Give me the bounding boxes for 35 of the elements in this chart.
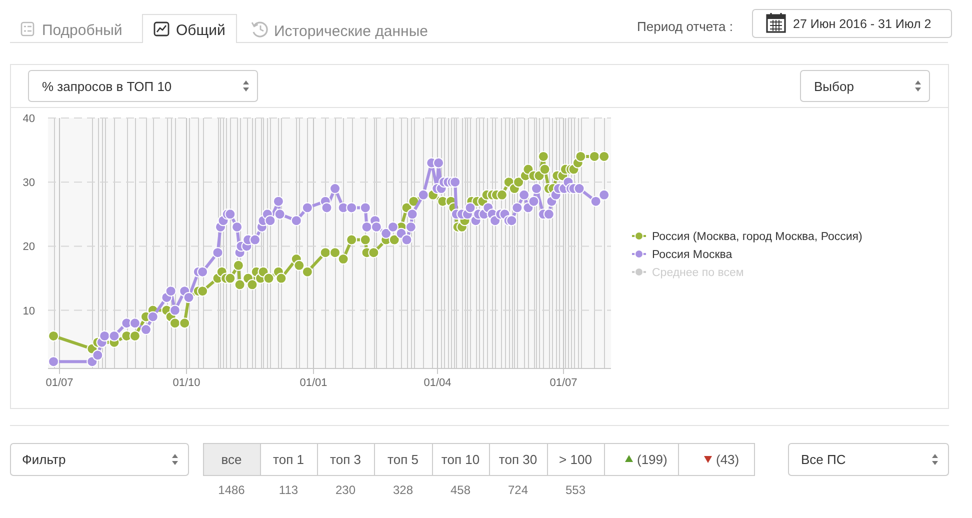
x-tick-label: 01/04 [424, 377, 452, 389]
y-tick-label: 40 [22, 113, 35, 125]
text: Период отчета : [637, 19, 733, 34]
text: все [221, 452, 242, 467]
text: Все ПС [801, 452, 846, 467]
text: топ 3 [330, 452, 361, 467]
text: 458 [450, 483, 471, 497]
text: 27 Июн 2016 - 31 Июл 2 [793, 17, 932, 31]
text: > 100 [559, 452, 592, 467]
legend-label: Россия (Москва, город Москва, Россия) [652, 231, 863, 243]
y-tick-label: 30 [22, 177, 35, 190]
text: топ 5 [388, 452, 418, 467]
y-tick-label: 10 [22, 305, 35, 318]
x-tick-label: 01/10 [172, 377, 200, 389]
legend-label: Россия Москва [652, 249, 733, 261]
text: 230 [335, 483, 356, 497]
text: (199) [637, 452, 668, 467]
text: (43) [716, 452, 740, 467]
text: 1486 [218, 483, 246, 497]
text: Исторические данные [274, 23, 428, 40]
text: топ 10 [441, 452, 480, 467]
text: 553 [565, 483, 586, 497]
text: Выбор [814, 79, 854, 94]
text: Фильтр [22, 452, 66, 467]
text: Подробный [42, 22, 122, 39]
text: 724 [508, 483, 528, 497]
text: % запросов в ТОП 10 [42, 79, 172, 94]
y-tick-label: 20 [22, 241, 35, 254]
x-tick-label: 01/07 [550, 377, 578, 389]
text: 113 [278, 483, 298, 497]
text: 328 [392, 483, 414, 497]
x-tick-label: 01/07 [46, 377, 74, 389]
text: топ 30 [498, 452, 538, 467]
x-tick-label: 01/01 [300, 377, 328, 389]
text: топ 1 [273, 452, 304, 467]
